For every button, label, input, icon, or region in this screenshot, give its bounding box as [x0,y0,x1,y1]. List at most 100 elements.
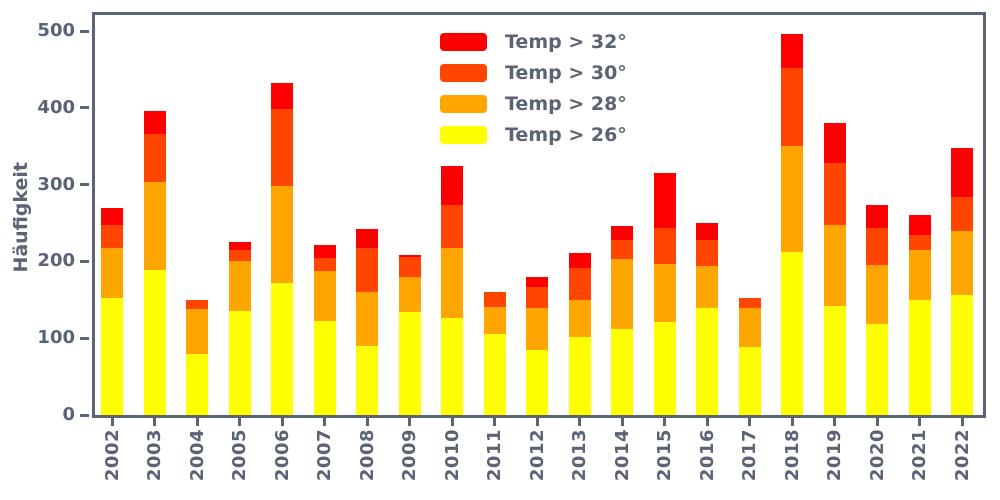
x-tick-label-text: 2004 [186,429,208,482]
x-tick-label: 2014 [610,429,634,497]
x-tick-label: 2022 [950,429,974,497]
x-tick-label: 2020 [865,429,889,497]
x-tick-label: 2010 [440,429,464,497]
bar-segment [568,299,591,338]
x-tick-label: 2006 [270,429,294,497]
x-tick-mark [323,418,326,426]
bar-segment [738,298,761,309]
x-tick-mark [578,418,581,426]
x-tick-label-text: 2006 [271,429,293,482]
bar-segment [908,235,931,250]
legend-label: Temp > 30° [505,62,627,84]
bar-segment [866,228,888,266]
bar-segment [356,292,378,346]
bar-segment [823,224,846,306]
x-tick-label: 2021 [908,429,932,497]
x-tick-label-text: 2008 [356,429,378,482]
bar-segment [398,312,421,415]
y-tick-label: 0 [62,404,75,425]
x-tick-mark [280,418,284,426]
y-tick-label: 400 [37,96,75,118]
legend-row: Temp > 32° [440,31,627,53]
bar-segment [143,134,166,183]
bar-segment [526,286,548,308]
x-tick-mark [918,418,921,426]
x-tick-label: 2016 [695,429,719,497]
bar-segment [653,173,676,229]
bar-segment [951,147,973,197]
bar-segment [101,207,123,226]
bar-segment [696,239,718,267]
bar-segment [101,225,123,248]
x-tick-label-text: 2020 [866,429,888,482]
legend-row: Temp > 30° [440,62,627,84]
bar-segment [398,254,421,257]
x-tick-label: 2002 [100,429,124,497]
bar-segment [356,229,378,249]
bar-segment [441,204,463,248]
bar-segment [653,263,676,323]
plot-area: 0 100 200 300 400 500 2002 2003 2004 2005 2006 2007… [37,12,986,481]
x-tick-label: 2008 [355,429,379,497]
x-tick-mark [960,418,964,426]
bar-segment [313,245,336,258]
x-tick-label-text: 2002 [101,429,123,482]
bar-segment [271,83,293,110]
x-tick-mark [365,418,369,426]
x-tick-label-text: 2018 [781,429,803,482]
y-tick-label: 300 [37,173,75,195]
x-tick-label-text: 2012 [526,429,548,482]
legend-swatch [440,126,487,144]
bar-segment [951,196,973,231]
y-tick-label: 500 [37,20,75,42]
bar-segment [738,346,761,415]
x-tick-mark [110,418,114,426]
x-tick-label-text: 2021 [909,429,930,482]
bar-segment [611,259,633,330]
x-tick-label: 2011 [483,429,507,497]
bar-segment [228,241,251,250]
x-tick-mark [535,418,539,426]
x-tick-mark [620,418,624,426]
x-tick-mark [408,418,411,426]
y-tick-mark [80,413,89,417]
x-tick-label-text: 2003 [144,429,165,482]
x-tick-label-text: 2010 [441,429,463,482]
bar-segment [101,247,123,299]
bar-segment [908,214,931,236]
bar-segment [781,34,803,68]
x-tick-mark [833,418,836,426]
x-tick-label: 2004 [185,429,209,497]
bar-segment [441,165,463,205]
bar-segment [228,310,251,415]
bar-segment [101,298,123,415]
bar-segment [823,305,846,415]
bar-segment [143,182,166,270]
bar-segment [866,204,888,229]
legend-label: Temp > 32° [505,31,627,53]
y-tick-label: 200 [37,250,75,272]
bar-segment [271,186,293,283]
bar-segment [568,253,591,268]
x-tick-label: 2019 [823,429,847,497]
bar-segment [313,271,336,322]
x-tick-mark [663,418,666,426]
x-tick-label: 2018 [780,429,804,497]
plot-inner: 0 100 200 300 400 500 2002 2003 2004 2005 2006 2007… [37,15,983,481]
x-tick-mark [450,418,454,426]
bar-segment [186,299,208,310]
legend-row: Temp > 28° [440,93,627,115]
y-tick-label: 100 [37,327,75,349]
bar-segment [781,146,803,253]
x-tick-label: 2012 [525,429,549,497]
x-tick-mark [493,418,496,426]
bar-segment [526,307,548,350]
bar-segment [738,308,761,347]
y-tick-mark [80,336,89,340]
legend-row: Temp > 26° [440,124,627,146]
x-tick-label: 2003 [143,429,167,497]
x-tick-label-text: 2014 [611,429,633,482]
x-tick-label-text: 2009 [399,429,420,482]
x-tick-label: 2017 [738,429,762,497]
